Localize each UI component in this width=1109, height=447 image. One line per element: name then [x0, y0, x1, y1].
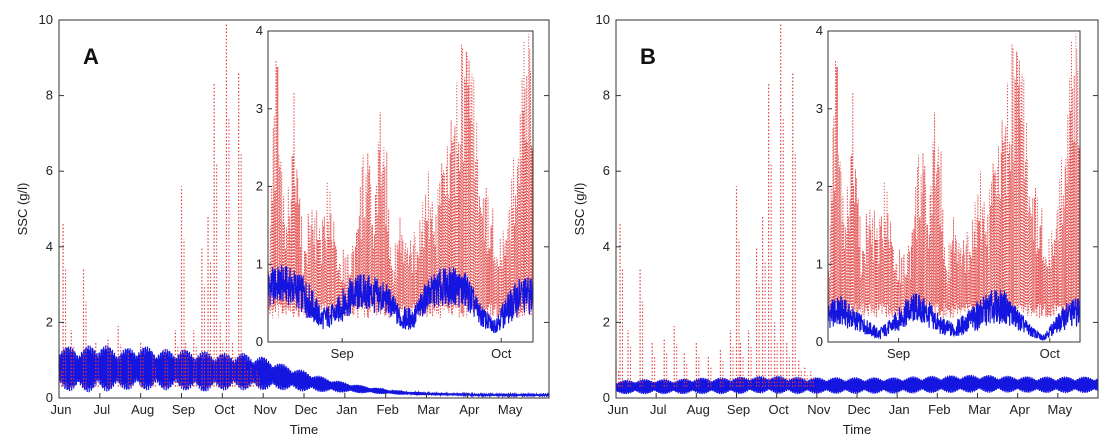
x-axis-label: Time [843, 422, 871, 437]
x-tick-label: Jul [650, 402, 667, 417]
x-tick-label: Apr [459, 402, 480, 417]
y-tick-label: 6 [603, 163, 610, 178]
x-tick-label: Dec [847, 402, 871, 417]
inset-series-red-line [268, 33, 533, 319]
inset-y-tick-label: 4 [816, 23, 823, 38]
inset-series-blue-line [268, 264, 533, 334]
inset-a: 0 1 2 3 4 Sep Oct [256, 23, 534, 361]
x-tick-label: Jan [336, 402, 357, 417]
x-tick-label: Aug [131, 402, 154, 417]
y-tick-label: 0 [603, 390, 610, 405]
x-tick-label: Nov [807, 402, 831, 417]
x-tick-label: May [1048, 402, 1073, 417]
x-tick-label: May [498, 402, 523, 417]
x-tick-label: Sep [172, 402, 195, 417]
x-tick-label: Oct [214, 402, 235, 417]
x-tick-label: Sep [727, 402, 750, 417]
x-axis-label: Time [290, 422, 318, 437]
y-tick-label: 0 [46, 390, 53, 405]
inset-x-tick-label: Oct [491, 346, 512, 361]
inset-b: 0 1 2 3 4 Sep Oct [816, 23, 1081, 361]
y-tick-label: 2 [46, 314, 53, 329]
inset-y-tick-label: 0 [256, 334, 263, 349]
x-tick-label: Jan [889, 402, 910, 417]
x-tick-label: Mar [417, 402, 440, 417]
inset-series [828, 33, 1080, 341]
inset-y-tick-label: 2 [256, 179, 263, 194]
x-tick-label: Aug [687, 402, 710, 417]
x-tick-label: Oct [769, 402, 790, 417]
x-tick-label: Feb [928, 402, 950, 417]
y-tick-label: 10 [39, 12, 53, 27]
inset-series-red-line [828, 33, 1080, 319]
inset-x-tick-label: Sep [331, 346, 354, 361]
x-tick-label: Apr [1010, 402, 1031, 417]
y-tick-label: 10 [596, 12, 610, 27]
inset-series-blue-line [828, 289, 1080, 341]
y-tick-label: 4 [46, 239, 53, 254]
y-tick-label: 8 [603, 88, 610, 103]
x-tick-label: Mar [968, 402, 991, 417]
inset-y-tick-label: 3 [256, 101, 263, 116]
inset-x-tick-label: Oct [1040, 346, 1061, 361]
y-axis-label: SSC (g/l) [15, 183, 30, 236]
y-tick-label: 6 [46, 163, 53, 178]
inset-series [268, 33, 533, 334]
inset-y-tick-label: 3 [816, 101, 823, 116]
x-tick-label: Feb [376, 402, 398, 417]
y-tick-label: 4 [603, 239, 610, 254]
x-tick-label: Jun [51, 402, 72, 417]
x-tick-label: Jun [608, 402, 629, 417]
inset-y-tick-label: 1 [256, 256, 263, 271]
panel-letter: B [640, 44, 656, 69]
x-tick-label: Nov [254, 402, 278, 417]
y-axis-label: SSC (g/l) [572, 183, 587, 236]
x-tick-label: Jul [94, 402, 111, 417]
y-tick-label: 8 [46, 88, 53, 103]
inset-y-tick-label: 1 [816, 256, 823, 271]
inset-y-tick-label: 4 [256, 23, 263, 38]
inset-y-tick-label: 0 [816, 334, 823, 349]
inset-x-tick-label: Sep [887, 346, 910, 361]
panel-letter: A [83, 44, 99, 69]
x-tick-label: Dec [294, 402, 318, 417]
inset-y-tick-label: 2 [816, 179, 823, 194]
series-blue-line [615, 374, 1099, 395]
y-tick-label: 2 [603, 314, 610, 329]
